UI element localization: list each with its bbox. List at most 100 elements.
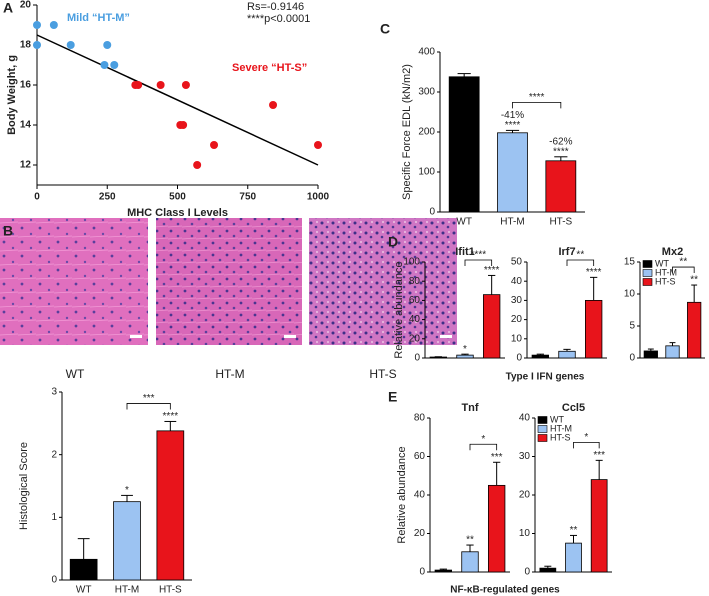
bar-label: **** <box>553 146 569 157</box>
annotation: Rs=-0.9146 <box>247 1 304 13</box>
point <box>103 41 112 49</box>
bracket-label: * <box>584 432 588 443</box>
bracket <box>566 259 595 266</box>
y-tick-label: 0 <box>524 567 530 578</box>
bar <box>539 567 557 573</box>
y-tick-label: 15 <box>624 257 636 268</box>
bracket-label: *** <box>143 393 155 404</box>
y-tick-label: 50 <box>511 257 523 268</box>
bar <box>558 350 576 359</box>
bar <box>456 354 474 359</box>
y-axis-label: Specific Force EDL (kN/m2) <box>401 64 413 200</box>
bracket <box>512 102 562 109</box>
y-tick-label: 100 <box>403 257 420 268</box>
y-tick-label: 2 <box>51 449 57 460</box>
y-tick-label: 20 <box>20 0 32 11</box>
histology-image <box>309 218 457 345</box>
chart-title: Ifit1 <box>455 246 475 258</box>
bar <box>497 132 528 213</box>
point <box>314 141 322 149</box>
group-label: Type I IFN genes <box>506 372 585 383</box>
y-tick-label: 80 <box>414 413 426 424</box>
bracket-label: **** <box>471 250 487 261</box>
point <box>179 121 188 129</box>
point <box>49 21 58 29</box>
panel-letter: C <box>380 21 390 37</box>
x-tick-label: HT-S <box>159 585 182 596</box>
annotation: ****p<0.0001 <box>247 13 310 25</box>
y-tick-label: 10 <box>624 289 636 300</box>
legend-label: HT-S <box>550 432 571 442</box>
legend-label: Severe “HT-S” <box>232 62 307 74</box>
point <box>33 21 41 29</box>
x-tick-label: 1000 <box>307 192 330 203</box>
y-tick-label: 10 <box>519 528 531 539</box>
bar <box>156 430 185 581</box>
y-tick-label: 16 <box>20 80 32 91</box>
y-tick-label: 18 <box>20 40 32 51</box>
bar-label: ** <box>570 525 578 536</box>
scale-bar <box>440 335 452 338</box>
bar-label: * <box>125 485 129 496</box>
bar <box>448 76 480 213</box>
y-tick-label: 60 <box>414 451 426 462</box>
bracket <box>464 259 493 266</box>
y-tick-label: 0 <box>419 567 425 578</box>
point <box>269 101 278 109</box>
legend-label: Mild “HT-M” <box>67 12 130 24</box>
image-label: HT-M <box>215 367 244 381</box>
x-tick-label: HT-M <box>115 585 139 596</box>
group-label: NF-κB-regulated genes <box>450 585 560 596</box>
bar <box>665 345 680 359</box>
y-tick-label: 20 <box>519 490 531 501</box>
bar <box>565 542 582 573</box>
bar-label: -62% <box>549 136 572 147</box>
legend-swatch <box>537 434 548 442</box>
legend-swatch <box>642 260 653 268</box>
y-tick-label: 3 <box>51 387 57 398</box>
y-tick-label: 400 <box>418 47 435 58</box>
bar-label: ** <box>466 535 474 546</box>
y-tick-label: 0 <box>414 353 420 364</box>
y-tick-label: 40 <box>519 413 531 424</box>
y-tick-label: 60 <box>409 295 421 306</box>
bar <box>69 558 98 581</box>
y-tick-label: 80 <box>409 276 421 287</box>
chart-title: Tnf <box>461 402 478 414</box>
y-tick-label: 10 <box>511 333 523 344</box>
point <box>156 81 165 89</box>
bracket <box>573 441 600 449</box>
legend-label: HT-M <box>550 423 572 433</box>
y-tick-label: 300 <box>418 87 435 98</box>
bar-label: **** <box>586 267 602 278</box>
y-axis-label: Body Weight, g <box>6 55 18 135</box>
bracket-label: **** <box>529 92 545 103</box>
bracket-label: * <box>481 434 485 445</box>
bar-label: **** <box>484 265 500 276</box>
bar <box>434 569 453 573</box>
point <box>193 161 202 169</box>
bar <box>590 479 608 573</box>
bar <box>585 299 603 359</box>
scale-bar <box>130 335 142 338</box>
legend-swatch <box>642 269 653 277</box>
bar <box>461 551 479 573</box>
y-tick-label: 0 <box>51 575 57 586</box>
y-tick-label: 200 <box>418 127 435 138</box>
y-tick-label: 20 <box>414 528 426 539</box>
bar-label: **** <box>163 411 179 422</box>
y-tick-label: 20 <box>409 333 421 344</box>
point <box>210 141 219 149</box>
y-tick-label: 100 <box>418 167 435 178</box>
bar <box>113 501 141 581</box>
x-tick-label: WT <box>456 217 472 228</box>
bracket-label: ** <box>576 250 584 261</box>
x-tick-label: 500 <box>169 192 186 203</box>
chart-title: Mx2 <box>662 246 683 258</box>
legend-label: HT-S <box>655 276 676 286</box>
legend-swatch <box>537 416 548 424</box>
y-tick-label: 40 <box>414 490 426 501</box>
x-tick-label: 750 <box>239 192 256 203</box>
bar-label: *** <box>491 452 503 463</box>
point <box>100 61 109 69</box>
